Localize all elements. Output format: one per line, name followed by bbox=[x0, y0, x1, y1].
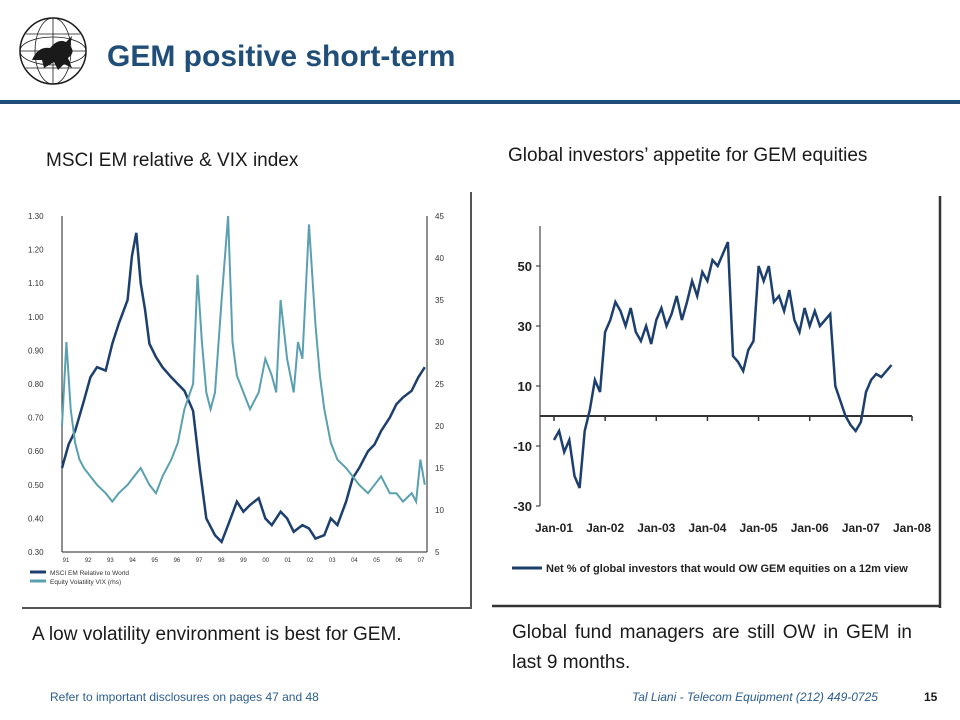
left-bottom-caption: A low volatility environment is best for… bbox=[32, 624, 402, 645]
x-tick-label: 03 bbox=[329, 558, 336, 564]
x-tick-label: 99 bbox=[240, 558, 247, 564]
right-y-tick-label: 5 bbox=[435, 548, 440, 557]
legend-label: Equity Volatility VIX (rhs) bbox=[50, 579, 121, 586]
left-y-tick-label: 0.40 bbox=[28, 514, 44, 523]
x-tick-label: Jan-01 bbox=[535, 521, 573, 535]
x-tick-label: 01 bbox=[285, 558, 292, 564]
x-tick-label: 94 bbox=[129, 558, 136, 564]
x-tick-label: 98 bbox=[218, 558, 225, 564]
x-tick-label: Jan-04 bbox=[688, 521, 726, 535]
right-y-tick-label: 20 bbox=[435, 422, 444, 431]
x-tick-label: 92 bbox=[85, 558, 92, 564]
x-tick-label: Jan-03 bbox=[637, 521, 675, 535]
right-y-tick-label: 40 bbox=[435, 254, 444, 263]
x-tick-label: 06 bbox=[395, 558, 402, 564]
x-tick-label: 00 bbox=[262, 558, 269, 564]
series-line-msci-em bbox=[60, 232, 426, 545]
left-y-tick-label: 1.00 bbox=[28, 313, 44, 322]
legend-label: MSCI EM Relative to World bbox=[50, 570, 129, 577]
x-tick-label: 04 bbox=[351, 558, 358, 564]
right-y-tick-label: 25 bbox=[435, 380, 444, 389]
right-y-tick-label: 45 bbox=[435, 212, 444, 221]
right-chart-caption: Global investors’ appetite for GEM equit… bbox=[508, 145, 868, 166]
right-y-tick-label: 30 bbox=[435, 338, 444, 347]
right-y-tick-label: 15 bbox=[435, 464, 444, 473]
series-line-vix bbox=[61, 215, 426, 506]
left-y-tick-label: 1.30 bbox=[28, 212, 44, 221]
bull-logo-icon bbox=[19, 17, 87, 85]
left-y-tick-label: 0.30 bbox=[28, 548, 44, 557]
x-tick-label: 05 bbox=[373, 558, 380, 564]
legend-label: Net % of global investors that would OW … bbox=[546, 563, 908, 575]
left-y-tick-label: 1.20 bbox=[28, 246, 44, 255]
x-tick-label: Jan-07 bbox=[842, 521, 880, 535]
x-tick-label: Jan-06 bbox=[791, 521, 829, 535]
x-tick-label: 97 bbox=[196, 558, 203, 564]
left-y-tick-label: 0.50 bbox=[28, 481, 44, 490]
msci-vix-chart: 0.30 0.40 0.50 0.60 0.70 0.80 0.90 1.00 1.10 1.20… bbox=[22, 192, 472, 609]
x-tick-label: 07 bbox=[418, 558, 425, 564]
right-chart-frame: 50 30 10 -10 -30 Jan-01 Jan-02 Jan-03 Jan-04 Jan-… bbox=[492, 196, 944, 610]
footer-analyst: Tal Liani - Telecom Equipment (212) 449-… bbox=[632, 690, 878, 704]
left-chart-caption: MSCI EM relative & VIX index bbox=[46, 150, 299, 171]
left-y-tick-label: 0.70 bbox=[28, 414, 44, 423]
left-y-tick-label: 0.90 bbox=[28, 346, 44, 355]
y-tick-label: 10 bbox=[518, 379, 532, 394]
left-y-tick-label: 0.80 bbox=[28, 380, 44, 389]
right-y-tick-label: 10 bbox=[435, 506, 444, 515]
y-tick-label: -10 bbox=[513, 439, 532, 454]
left-y-tick-label: 1.10 bbox=[28, 279, 44, 288]
page-number: 15 bbox=[924, 690, 938, 704]
x-tick-label: 02 bbox=[307, 558, 314, 564]
x-tick-label: 91 bbox=[63, 558, 70, 564]
y-tick-label: -30 bbox=[513, 499, 532, 514]
x-tick-label: Jan-08 bbox=[893, 521, 931, 535]
x-tick-label: 93 bbox=[107, 558, 114, 564]
footer-disclosure: Refer to important disclosures on pages … bbox=[50, 690, 319, 704]
y-tick-label: 50 bbox=[518, 259, 532, 274]
x-tick-label: 95 bbox=[151, 558, 158, 564]
x-tick-label: 96 bbox=[174, 558, 181, 564]
left-chart-frame: 0.30 0.40 0.50 0.60 0.70 0.80 0.90 1.00 1.10 1.20… bbox=[22, 192, 474, 610]
y-tick-label: 30 bbox=[518, 319, 532, 334]
x-tick-label: Jan-02 bbox=[586, 521, 624, 535]
series-line-net-ow bbox=[552, 241, 893, 489]
left-y-tick-label: 0.60 bbox=[28, 447, 44, 456]
page-title: GEM positive short-term bbox=[107, 40, 456, 73]
x-tick-label: Jan-05 bbox=[740, 521, 778, 535]
title-divider bbox=[0, 100, 960, 104]
right-y-tick-label: 35 bbox=[435, 296, 444, 305]
right-bottom-caption: Global fund managers are still OW in GEM… bbox=[512, 622, 912, 673]
